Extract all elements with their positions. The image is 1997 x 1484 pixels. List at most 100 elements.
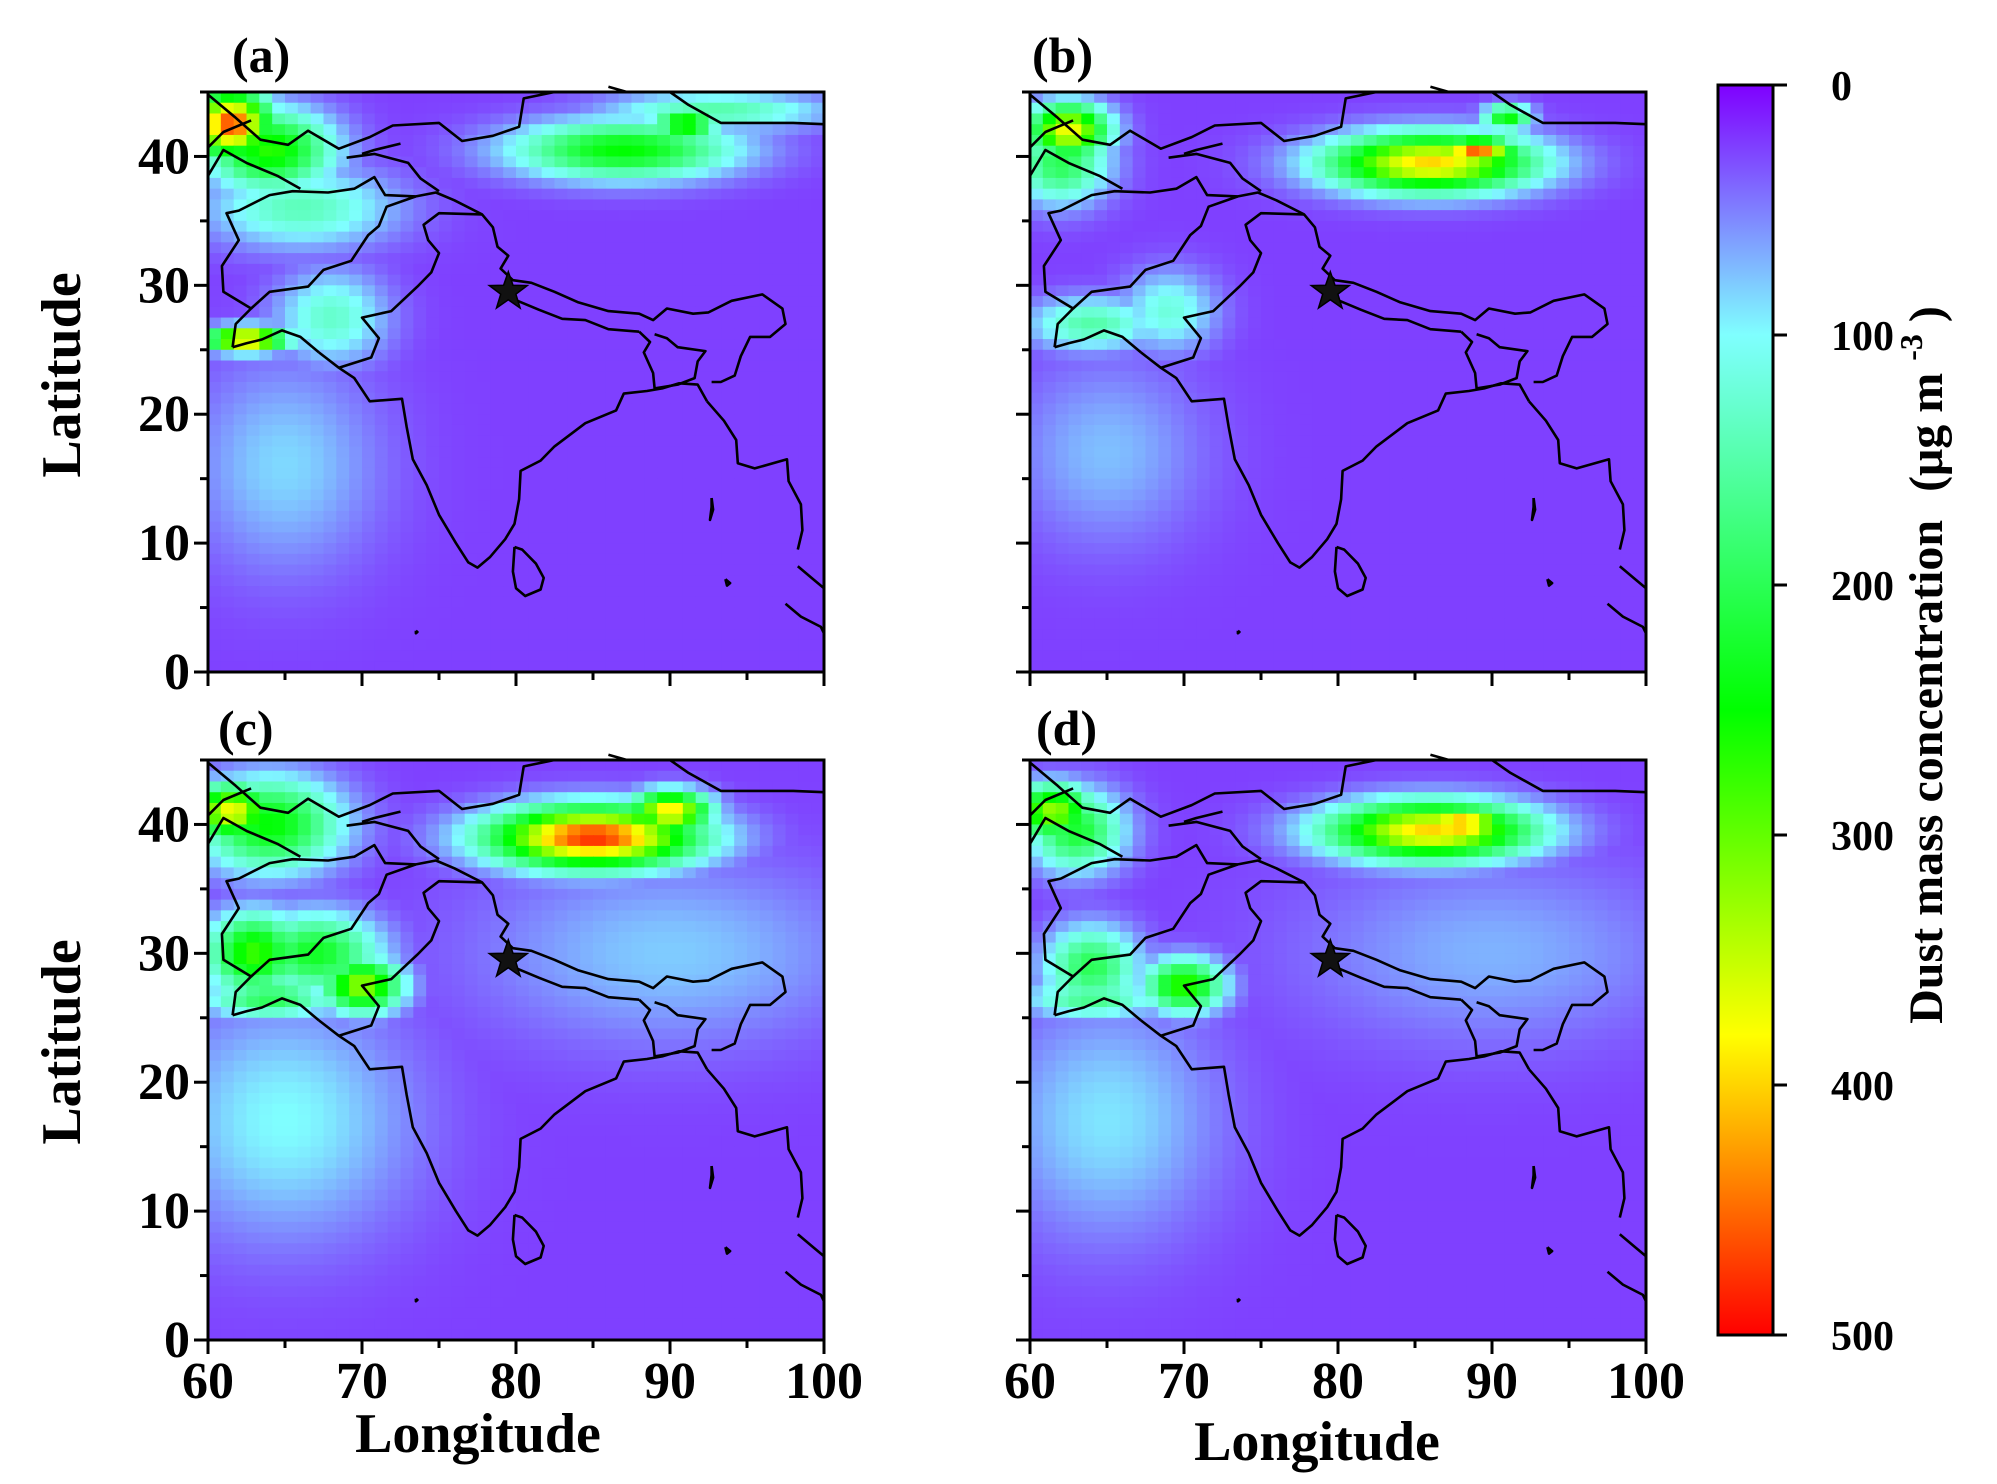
heatmap-cell: [567, 124, 581, 136]
heatmap-cell: [1376, 424, 1390, 437]
heatmap-cell: [1556, 489, 1570, 501]
heatmap-cell: [1453, 296, 1467, 308]
heatmap-cell: [1273, 521, 1288, 533]
heatmap-cell: [208, 349, 222, 362]
heatmap-cell: [1402, 360, 1416, 372]
heatmap-cell: [1312, 564, 1326, 576]
heatmap-cell: [1248, 392, 1262, 405]
heatmap-cell: [670, 274, 684, 286]
heatmap-cell: [1427, 124, 1442, 136]
heatmap-cell: [1325, 532, 1339, 544]
heatmap-cell: [336, 446, 350, 458]
heatmap-cell: [734, 102, 748, 115]
heatmap-cell: [759, 339, 774, 351]
heatmap-cell: [1517, 446, 1532, 458]
heatmap-cell: [516, 510, 530, 523]
heatmap-cell: [759, 510, 774, 523]
heatmap-cell: [682, 210, 697, 222]
heatmap-cell: [1594, 134, 1609, 147]
heatmap-cell: [1543, 134, 1557, 147]
heatmap-cell: [1132, 242, 1147, 254]
heatmap-cell: [1299, 220, 1313, 233]
heatmap-cell: [1325, 188, 1339, 201]
heatmap-cell: [605, 392, 620, 405]
heatmap-cell: [554, 339, 568, 351]
heatmap-cell: [798, 650, 812, 662]
heatmap-cell: [734, 360, 748, 372]
heatmap-cell: [695, 521, 710, 533]
heatmap-cell: [785, 339, 799, 351]
heatmap-cell: [1209, 296, 1224, 308]
heatmap-cell: [1569, 113, 1583, 125]
heatmap-cell: [1633, 510, 1647, 523]
heatmap-cell: [349, 639, 363, 652]
heatmap-cell: [1261, 285, 1275, 297]
heatmap-cell: [1068, 403, 1082, 415]
heatmap-cell: [1286, 607, 1301, 619]
heatmap-cell: [516, 414, 530, 426]
heatmap-cell: [1427, 339, 1442, 351]
heatmap-cell: [208, 296, 222, 308]
heatmap-cell: [1261, 457, 1275, 469]
heatmap-cell: [721, 478, 735, 491]
heatmap-cell: [1030, 210, 1044, 222]
heatmap-cell: [1094, 467, 1108, 480]
heatmap-cell: [1415, 392, 1429, 405]
heatmap-cell: [759, 210, 774, 222]
heatmap-cell: [1530, 285, 1544, 297]
heatmap-cell: [439, 317, 453, 329]
heatmap-cell: [785, 156, 799, 168]
heatmap-cell: [1440, 500, 1455, 512]
heatmap-cell: [1453, 156, 1467, 168]
heatmap-cell: [1312, 607, 1326, 619]
heatmap-cell: [285, 392, 299, 405]
heatmap-cell: [734, 489, 748, 501]
heatmap-cell: [1556, 424, 1570, 437]
heatmap-cell: [708, 231, 722, 243]
heatmap-cell: [259, 210, 273, 222]
heatmap-cell: [1222, 263, 1236, 276]
heatmap-cell: [1184, 102, 1198, 115]
heatmap-cell: [387, 467, 402, 480]
heatmap-cell: [1299, 489, 1313, 501]
heatmap-cell: [1376, 263, 1390, 276]
heatmap-cell: [554, 553, 568, 566]
heatmap-cell: [721, 596, 735, 609]
heatmap-cell: [1466, 210, 1480, 222]
heatmap-cell: [670, 382, 684, 394]
heatmap-cell: [1299, 145, 1313, 158]
heatmap-cell: [1107, 199, 1121, 211]
heatmap-cell: [1427, 553, 1442, 566]
heatmap-cell: [246, 629, 260, 641]
heatmap-cell: [1286, 371, 1301, 383]
heatmap-cell: [272, 435, 286, 448]
heatmap-cell: [233, 188, 248, 201]
heatmap-cell: [400, 500, 414, 512]
heatmap-cell: [1119, 328, 1134, 340]
heatmap-cell: [541, 607, 556, 619]
heatmap-cell: [1492, 543, 1506, 555]
heatmap-cell: [618, 371, 633, 383]
heatmap-cell: [1184, 596, 1198, 609]
heatmap-cell: [516, 639, 530, 652]
heatmap-cell: [695, 188, 710, 201]
heatmap-cell: [1376, 177, 1390, 190]
heatmap-cell: [644, 317, 658, 329]
heatmap-cell: [259, 242, 273, 254]
heatmap-cell: [567, 618, 581, 630]
heatmap-cell: [541, 156, 556, 168]
heatmap-cell: [785, 532, 799, 544]
heatmap-cell: [323, 467, 337, 480]
heatmap-cell: [285, 134, 299, 147]
heatmap-cell: [285, 532, 299, 544]
heatmap-cell: [1350, 564, 1365, 576]
heatmap-cell: [1492, 564, 1506, 576]
heatmap-cell: [1273, 134, 1288, 147]
heatmap-cell: [464, 317, 479, 329]
heatmap-cell: [541, 661, 556, 673]
heatmap-cell: [1286, 510, 1301, 523]
heatmap-cell: [1389, 371, 1403, 383]
heatmap-cell: [1184, 553, 1198, 566]
heatmap-cell: [285, 220, 299, 233]
heatmap-cell: [1042, 532, 1057, 544]
